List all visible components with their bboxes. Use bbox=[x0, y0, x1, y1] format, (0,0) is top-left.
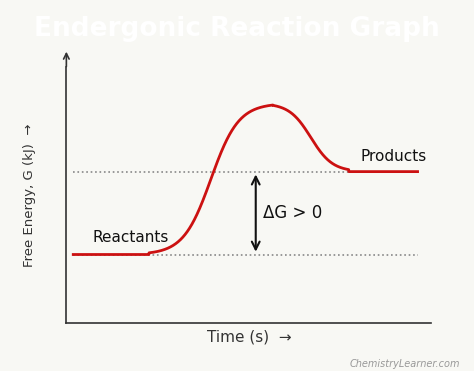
Text: Endergonic Reaction Graph: Endergonic Reaction Graph bbox=[34, 16, 440, 42]
Text: ChemistryLearner.com: ChemistryLearner.com bbox=[349, 359, 460, 369]
Text: Free Energy, G (kJ)  →: Free Energy, G (kJ) → bbox=[23, 123, 36, 266]
Text: ΔG > 0: ΔG > 0 bbox=[263, 204, 322, 222]
X-axis label: Time (s)  →: Time (s) → bbox=[207, 330, 291, 345]
Text: Products: Products bbox=[361, 149, 427, 164]
Text: Reactants: Reactants bbox=[92, 230, 169, 245]
